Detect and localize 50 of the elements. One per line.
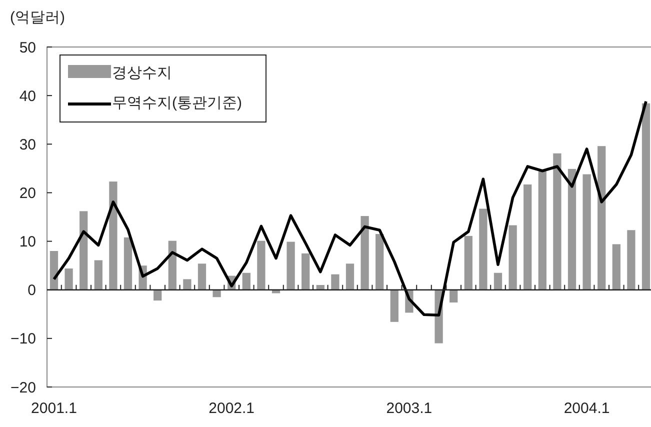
- x-tick-label: 2002.1: [208, 400, 255, 417]
- bar: [257, 240, 266, 290]
- legend-label: 경상수지: [112, 64, 172, 82]
- bar: [302, 253, 310, 290]
- bar: [538, 171, 546, 290]
- bar: [50, 251, 58, 290]
- bar: [109, 182, 118, 290]
- y-tick-label: −20: [10, 379, 36, 396]
- bar: [64, 268, 73, 290]
- bar: [316, 285, 324, 290]
- bar: [479, 208, 488, 290]
- bar: [598, 146, 606, 290]
- y-tick-label: 40: [19, 88, 36, 105]
- bar: [494, 272, 502, 290]
- bar: [508, 225, 517, 290]
- bar: [331, 274, 340, 290]
- bar: [242, 272, 250, 290]
- bar: [346, 264, 354, 290]
- x-tick-label: 2004.1: [564, 400, 610, 417]
- bar: [627, 230, 636, 290]
- bar: [390, 290, 398, 322]
- bar: [94, 260, 102, 290]
- y-tick-label: −10: [10, 330, 36, 348]
- y-tick-label: 30: [19, 136, 36, 154]
- y-tick-label: 50: [19, 39, 36, 56]
- bar: [612, 244, 620, 290]
- bar: [553, 153, 562, 290]
- bar: [286, 242, 295, 290]
- bar: [198, 264, 206, 290]
- y-tick-label: 10: [19, 234, 36, 251]
- x-tick-label: 2001.1: [31, 400, 77, 417]
- bar: [568, 168, 576, 290]
- y-axis-title: (억달러): [10, 9, 65, 26]
- bar: [524, 184, 532, 290]
- y-tick-label: 20: [19, 184, 36, 202]
- bar: [212, 290, 221, 298]
- bar: [582, 174, 591, 290]
- bar: [168, 240, 176, 290]
- bar: [450, 290, 458, 302]
- bar: [183, 279, 192, 290]
- bar: [154, 290, 162, 301]
- bar: [642, 103, 650, 290]
- x-tick-label: 2003.1: [386, 400, 432, 417]
- y-tick-label: 0: [28, 282, 36, 300]
- legend-label: 무역수지(통관기준): [112, 94, 242, 112]
- bar: [360, 216, 369, 290]
- bar: [376, 234, 384, 290]
- bar: [80, 211, 88, 290]
- bar: [464, 236, 472, 290]
- bar: [124, 237, 132, 290]
